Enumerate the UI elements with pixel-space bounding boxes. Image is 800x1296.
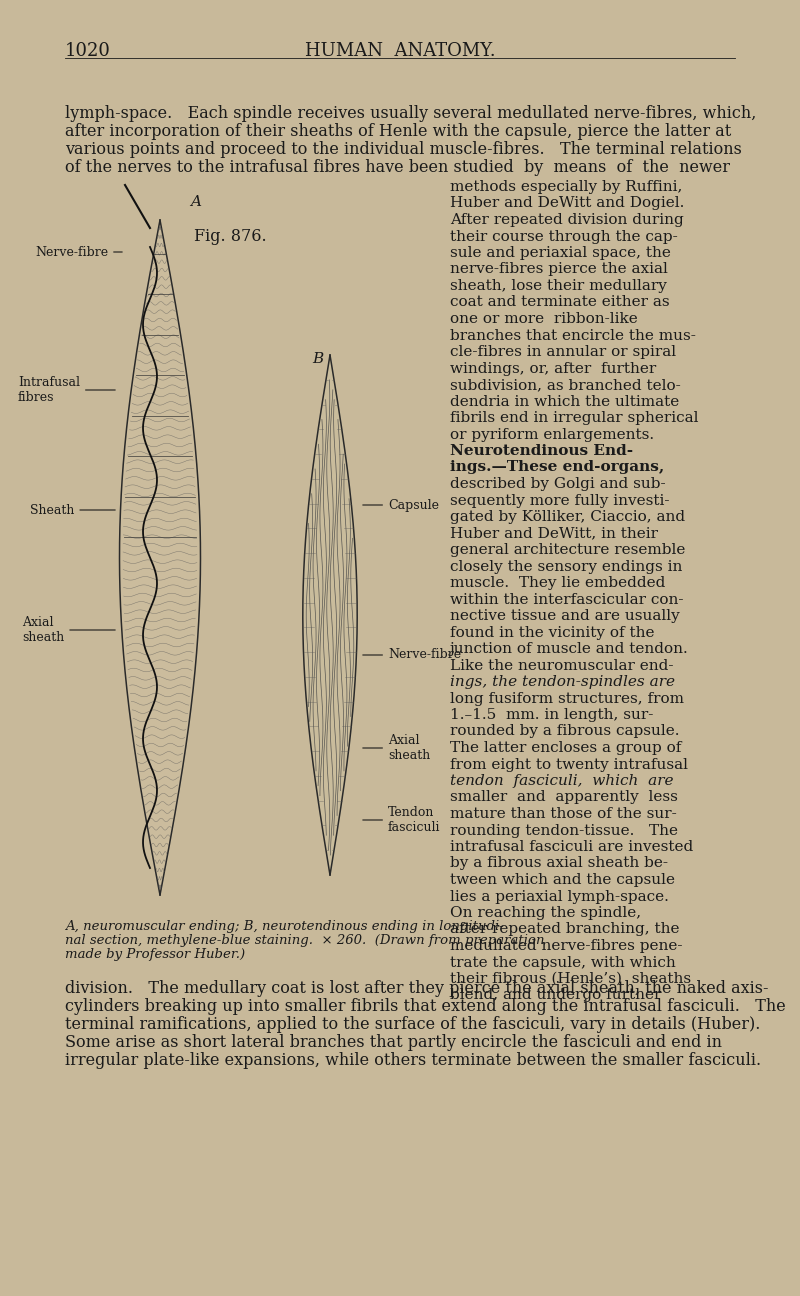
Text: On reaching the spindle,: On reaching the spindle, (450, 906, 641, 920)
Text: B: B (312, 353, 324, 365)
Text: closely the sensory endings in: closely the sensory endings in (450, 560, 682, 574)
Text: Axial
sheath: Axial sheath (362, 734, 430, 762)
Text: tendon  fasciculi,  which  are: tendon fasciculi, which are (450, 774, 674, 788)
Text: terminal ramifications, applied to the surface of the fasciculi, vary in details: terminal ramifications, applied to the s… (65, 1016, 760, 1033)
Text: ings.—These end-organs,: ings.—These end-organs, (450, 460, 664, 474)
Text: or pyriform enlargements.: or pyriform enlargements. (450, 428, 654, 442)
Text: sheath, lose their medullary: sheath, lose their medullary (450, 279, 667, 293)
Text: their course through the cap-: their course through the cap- (450, 229, 678, 244)
Text: irregular plate-like expansions, while others terminate between the smaller fasc: irregular plate-like expansions, while o… (65, 1052, 761, 1069)
Text: Some arise as short lateral branches that partly encircle the fasciculi and end : Some arise as short lateral branches tha… (65, 1034, 722, 1051)
Text: nerve-fibres pierce the axial: nerve-fibres pierce the axial (450, 263, 668, 276)
Text: ings, the tendon-spindles are: ings, the tendon-spindles are (450, 675, 675, 689)
Text: division.   The medullary coat is lost after they pierce the axial sheath, the n: division. The medullary coat is lost aft… (65, 980, 769, 997)
Text: A: A (190, 194, 202, 209)
Text: A, neuromuscular ending; B, neurotendinous ending in longitudi-: A, neuromuscular ending; B, neurotendino… (65, 920, 504, 933)
Text: rounding tendon-tissue.   The: rounding tendon-tissue. The (450, 823, 678, 837)
Text: nal section, methylene-blue staining.  × 260.  (Drawn from preparation: nal section, methylene-blue staining. × … (65, 934, 545, 947)
Text: smaller  and  apparently  less: smaller and apparently less (450, 791, 678, 805)
Text: HUMAN  ANATOMY.: HUMAN ANATOMY. (305, 41, 495, 60)
Text: Capsule: Capsule (362, 499, 439, 512)
Text: lymph-space.   Each spindle receives usually several medullated nerve-fibres, wh: lymph-space. Each spindle receives usual… (65, 105, 756, 122)
Text: sule and periaxial space, the: sule and periaxial space, the (450, 246, 671, 260)
Text: tween which and the capsule: tween which and the capsule (450, 874, 675, 886)
Text: junction of muscle and tendon.: junction of muscle and tendon. (450, 642, 689, 656)
Text: After repeated division during: After repeated division during (450, 213, 684, 227)
Text: of the nerves to the intrafusal fibres have been studied  by  means  of  the  ne: of the nerves to the intrafusal fibres h… (65, 159, 730, 176)
Text: fibrils end in irregular spherical: fibrils end in irregular spherical (450, 411, 698, 425)
Text: Tendon
fasciculi: Tendon fasciculi (362, 806, 441, 835)
Text: long fusiform structures, from: long fusiform structures, from (450, 692, 684, 705)
Text: mature than those of the sur-: mature than those of the sur- (450, 807, 677, 820)
Text: described by Golgi and sub-: described by Golgi and sub- (450, 477, 666, 491)
Text: Like the neuromuscular end-: Like the neuromuscular end- (450, 658, 674, 673)
Text: 1.–1.5  mm. in length, sur-: 1.–1.5 mm. in length, sur- (450, 708, 654, 722)
Text: Huber and DeWitt, in their: Huber and DeWitt, in their (450, 526, 658, 540)
Text: Sheath: Sheath (30, 504, 115, 517)
Text: subdivision, as branched telo-: subdivision, as branched telo- (450, 378, 681, 391)
Text: after incorporation of their sheaths of Henle with the capsule, pierce the latte: after incorporation of their sheaths of … (65, 123, 731, 140)
Text: trate the capsule, with which: trate the capsule, with which (450, 955, 676, 969)
Text: Intrafusal
fibres: Intrafusal fibres (18, 376, 115, 404)
Text: various points and proceed to the individual muscle-fibres.   The terminal relat: various points and proceed to the indivi… (65, 141, 742, 158)
Text: coat and terminate either as: coat and terminate either as (450, 295, 670, 310)
Text: nective tissue and are usually: nective tissue and are usually (450, 609, 680, 623)
Text: lies a periaxial lymph-space.: lies a periaxial lymph-space. (450, 889, 669, 903)
Text: dendria in which the ultimate: dendria in which the ultimate (450, 394, 679, 408)
Text: by a fibrous axial sheath be-: by a fibrous axial sheath be- (450, 857, 668, 871)
Text: within the interfascicular con-: within the interfascicular con- (450, 592, 683, 607)
Text: Nerve-fibre: Nerve-fibre (362, 648, 461, 661)
Text: their fibrous (Henle’s)  sheaths: their fibrous (Henle’s) sheaths (450, 972, 691, 986)
Text: medullated nerve-fibres pene-: medullated nerve-fibres pene- (450, 940, 682, 953)
Text: rounded by a fibrous capsule.: rounded by a fibrous capsule. (450, 724, 679, 739)
Text: gated by Kölliker, Ciaccio, and: gated by Kölliker, Ciaccio, and (450, 511, 685, 524)
Text: Huber and DeWitt and Dogiel.: Huber and DeWitt and Dogiel. (450, 197, 684, 210)
Text: methods especially by Ruffini,: methods especially by Ruffini, (450, 180, 682, 194)
Text: from eight to twenty intrafusal: from eight to twenty intrafusal (450, 757, 688, 771)
Text: after repeated branching, the: after repeated branching, the (450, 923, 679, 937)
Text: one or more  ribbon-like: one or more ribbon-like (450, 312, 638, 327)
Text: made by Professor Huber.): made by Professor Huber.) (65, 947, 245, 962)
Text: found in the vicinity of the: found in the vicinity of the (450, 626, 654, 639)
Text: muscle.  They lie embedded: muscle. They lie embedded (450, 575, 666, 590)
Text: The latter encloses a group of: The latter encloses a group of (450, 741, 682, 756)
Text: Neurotendinous End-: Neurotendinous End- (450, 445, 633, 457)
Text: windings, or, after  further: windings, or, after further (450, 362, 656, 376)
Text: Fig. 876.: Fig. 876. (194, 228, 266, 245)
Text: Axial
sheath: Axial sheath (22, 616, 115, 644)
Text: sequently more fully investi-: sequently more fully investi- (450, 494, 670, 508)
Text: intrafusal fasciculi are invested: intrafusal fasciculi are invested (450, 840, 694, 854)
Text: 1020: 1020 (65, 41, 111, 60)
Text: Nerve-fibre: Nerve-fibre (35, 245, 122, 258)
Text: branches that encircle the mus-: branches that encircle the mus- (450, 328, 696, 342)
Text: cylinders breaking up into smaller fibrils that extend along the intrafusal fasc: cylinders breaking up into smaller fibri… (65, 998, 786, 1015)
Text: blend, and undergo further: blend, and undergo further (450, 989, 662, 1003)
Text: cle-fibres in annular or spiral: cle-fibres in annular or spiral (450, 345, 676, 359)
Text: general architecture resemble: general architecture resemble (450, 543, 686, 557)
